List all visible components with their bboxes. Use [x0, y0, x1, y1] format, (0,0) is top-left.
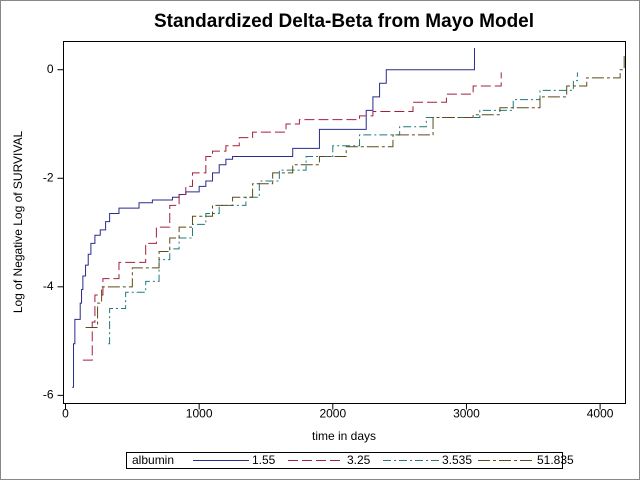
- legend-title: albumin: [132, 453, 174, 467]
- y-tick-label: 0: [47, 62, 54, 76]
- x-tick-label: 1000: [186, 407, 213, 421]
- chart-title: Standardized Delta-Beta from Mayo Model: [154, 11, 534, 32]
- y-tick-label: -4: [43, 279, 54, 293]
- step-line: [108, 72, 578, 345]
- y-tick-label: -6: [43, 388, 54, 402]
- x-tick-label: 3000: [453, 407, 480, 421]
- legend-box: [126, 452, 563, 469]
- legend-label: 3.25: [347, 453, 371, 467]
- legend-label: 3.535: [442, 453, 472, 467]
- y-tick-label: -2: [43, 170, 54, 184]
- step-line: [85, 53, 625, 329]
- plot-frame: [63, 41, 626, 404]
- legend-label: 51.835: [537, 453, 574, 467]
- step-line: [72, 48, 475, 388]
- x-tick-label: 2000: [319, 407, 346, 421]
- x-tick-label: 0: [62, 407, 69, 421]
- legend-label: 1.55: [252, 453, 276, 467]
- step-line: [82, 72, 502, 361]
- y-axis-label: Log of Negative Log of SURVIVAL: [11, 131, 25, 314]
- x-tick-label: 4000: [587, 407, 614, 421]
- x-axis-label: time in days: [312, 429, 376, 443]
